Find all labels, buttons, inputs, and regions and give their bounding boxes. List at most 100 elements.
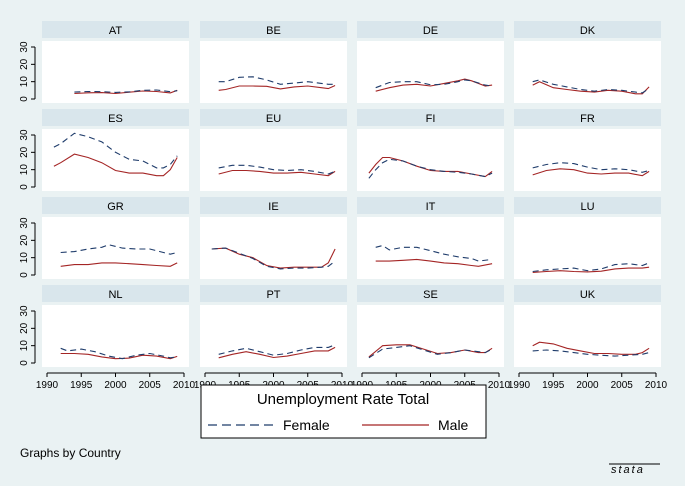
y-tick-label: 10 <box>19 252 30 264</box>
panel-plot-area <box>514 305 661 367</box>
panel-uk: UK 1990 1995 2000 2005 2010 <box>508 285 668 391</box>
panel-dk: DK <box>514 21 661 103</box>
series-line-female <box>60 244 178 255</box>
y-tick-label: 10 <box>19 340 30 352</box>
y-tick-label: 20 <box>19 146 30 158</box>
panel-nl: NL 0 10 20 30 1990 1995 2000 2005 2010 <box>19 285 196 391</box>
stata-logo-text: stata <box>611 464 645 476</box>
panel-title: PT <box>266 289 280 301</box>
stata-logo: stata <box>609 463 660 476</box>
panel-header <box>514 285 661 302</box>
series-line-male <box>218 346 336 359</box>
series-line-male <box>218 169 336 177</box>
panel-header <box>357 21 504 38</box>
panel-header <box>200 109 347 126</box>
panel-title: IT <box>426 201 436 213</box>
series-line-female <box>218 344 336 356</box>
panel-title: GR <box>107 201 124 213</box>
y-tick-label: 30 <box>19 305 30 317</box>
series-line-female <box>532 349 650 357</box>
panel-fr: FR <box>514 109 661 191</box>
legend-female-label: Female <box>283 417 330 433</box>
legend-box <box>200 384 487 439</box>
panel-header <box>514 109 661 126</box>
chart-caption: Graphs by Country <box>20 446 121 460</box>
y-tick-label: 0 <box>19 272 30 278</box>
series-line-female <box>211 247 336 270</box>
panel-header <box>200 285 347 302</box>
series-line-male <box>532 81 650 95</box>
panel-plot-area <box>42 305 189 367</box>
panel-plot-area <box>357 217 504 279</box>
series-line-male <box>368 344 493 358</box>
panel-title: ES <box>108 113 123 125</box>
x-tick-label: 1995 <box>70 380 93 391</box>
y-tick-label: 0 <box>19 96 30 102</box>
series-line-female <box>74 89 178 93</box>
series-line-female <box>532 79 650 94</box>
x-tick-label: 2000 <box>104 380 127 391</box>
y-tick-label: 10 <box>19 76 30 88</box>
panel-title: SE <box>423 289 438 301</box>
panel-title: UK <box>580 289 596 301</box>
x-tick-label: 2005 <box>611 380 634 391</box>
x-tick-label: 1990 <box>508 380 531 391</box>
panel-header <box>514 197 661 214</box>
panel-title: IE <box>268 201 278 213</box>
panel-header <box>42 285 189 302</box>
y-tick-label: 20 <box>19 234 30 246</box>
series-line-female <box>532 262 650 273</box>
series-line-female <box>60 347 178 360</box>
panel-lu: LU <box>514 197 661 279</box>
panel-title: FR <box>580 113 595 125</box>
series-line-male <box>532 266 650 273</box>
panel-header <box>200 21 347 38</box>
series-line-male <box>532 168 650 177</box>
panel-title: DE <box>423 25 438 37</box>
panel-header <box>357 109 504 126</box>
panel-plot-area <box>357 129 504 191</box>
panel-title: BE <box>266 25 281 37</box>
y-tick-label: 20 <box>19 58 30 70</box>
panel-plot-area <box>514 129 661 191</box>
y-tick-label: 10 <box>19 164 30 176</box>
x-tick-label: 2005 <box>139 380 162 391</box>
panel-it: IT <box>357 197 504 279</box>
x-tick-label: 2010 <box>645 380 668 391</box>
series-line-male <box>60 262 178 267</box>
y-tick-label: 20 <box>19 322 30 334</box>
panel-header <box>200 197 347 214</box>
series-line-female <box>218 76 336 85</box>
panel-es: ES 0 10 20 30 <box>19 109 189 191</box>
panel-be: BE <box>200 21 347 103</box>
panel-title: DK <box>580 25 596 37</box>
panel-header <box>42 197 189 214</box>
legend: Unemployment Rate Total Female Male <box>200 384 487 439</box>
series-line-male <box>211 247 336 269</box>
legend-title: Unemployment Rate Total <box>257 391 429 408</box>
x-tick-label: 2010 <box>488 380 511 391</box>
panel-title: NL <box>108 289 122 301</box>
panel-header <box>42 21 189 38</box>
panel-plot-area <box>357 41 504 103</box>
series-line-female <box>368 345 493 359</box>
panel-header <box>357 197 504 214</box>
panel-header <box>42 109 189 126</box>
y-tick-label: 0 <box>19 360 30 366</box>
y-tick-label: 30 <box>19 41 30 53</box>
series-line-female <box>218 164 336 175</box>
y-tick-label: 0 <box>19 184 30 190</box>
series-line-male <box>218 84 336 91</box>
panel-ie: IE <box>200 197 347 279</box>
panel-plot-area <box>514 217 661 279</box>
panel-plot-area <box>200 129 347 191</box>
series-line-female <box>368 158 493 179</box>
panel-title: EU <box>266 113 281 125</box>
panel-at: AT 0 10 20 30 <box>19 21 189 103</box>
series-line-male <box>532 341 650 355</box>
panel-title: AT <box>109 25 123 37</box>
legend-male-label: Male <box>438 417 469 433</box>
series-line-female <box>532 162 650 173</box>
